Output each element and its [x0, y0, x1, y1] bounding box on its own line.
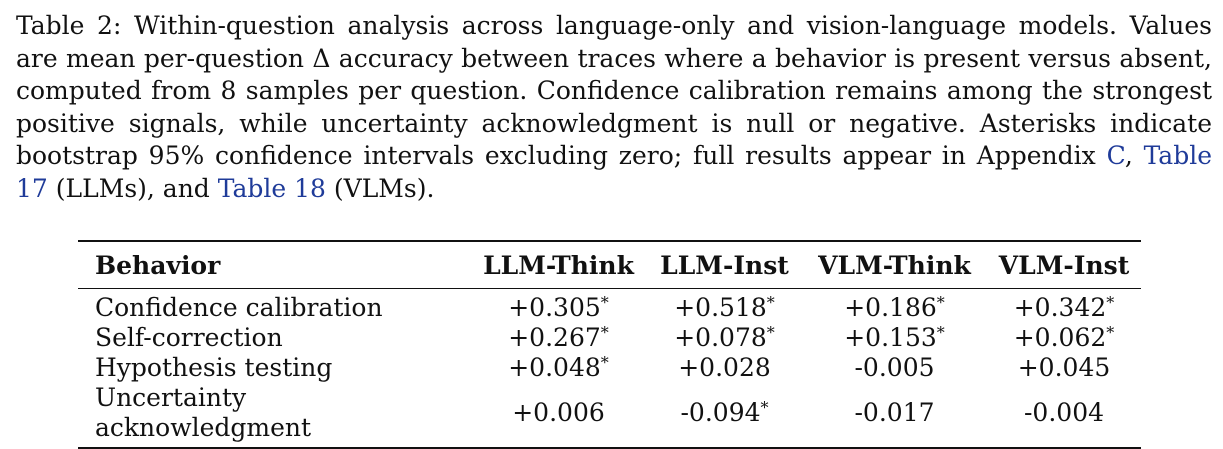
value: +0.267 [508, 323, 601, 352]
significance-star: * [1106, 323, 1115, 342]
significance-star: * [936, 323, 945, 342]
value: -0.004 [1023, 398, 1105, 427]
significance-star: * [1106, 293, 1115, 312]
caption-text: (LLMs), and [47, 173, 218, 203]
value-cell: -0.017 [802, 383, 987, 448]
value-cell: +0.048* [470, 353, 647, 383]
value-cell: -0.094* [647, 383, 802, 448]
table-header-row: Behavior LLM-Think LLM-Inst VLM-Think VL… [78, 241, 1141, 289]
value-cell: +0.342* [987, 289, 1141, 324]
appendix-c-link[interactable]: C [1106, 141, 1125, 170]
header-llm-inst: LLM-Inst [660, 250, 789, 280]
significance-star: * [936, 293, 945, 312]
value: +0.153 [844, 323, 937, 352]
header-behavior: Behavior [95, 250, 221, 280]
value-cell: -0.004 [987, 383, 1141, 448]
value: +0.305 [508, 293, 601, 322]
value-cell: +0.078* [647, 323, 802, 353]
table-caption: Table 2: Within-question analysis across… [16, 10, 1212, 205]
value: +0.342 [1013, 293, 1107, 322]
value: +0.518 [674, 293, 767, 322]
table-row: Confidence calibration +0.305* +0.518* +… [78, 289, 1141, 324]
behavior-cell: Hypothesis testing [95, 353, 333, 382]
value: -0.005 [854, 353, 935, 382]
header-llm-think: LLM-Think [483, 250, 634, 280]
caption-text: Table 2: Within-question analysis across… [16, 11, 1212, 170]
caption-text: , [1124, 141, 1144, 170]
value-cell: +0.518* [647, 289, 802, 324]
value-cell: +0.186* [802, 289, 987, 324]
header-vlm-think: VLM-Think [818, 250, 971, 280]
value-cell: +0.267* [470, 323, 647, 353]
significance-star: * [766, 323, 775, 342]
significance-star: * [760, 398, 769, 417]
value: -0.017 [854, 398, 935, 427]
value-cell: +0.153* [802, 323, 987, 353]
value: +0.028 [678, 353, 771, 382]
value: +0.006 [512, 398, 605, 427]
table-row: Hypothesis testing +0.048* +0.028 -0.005… [78, 353, 1141, 383]
value: -0.094 [680, 398, 761, 427]
value-cell: +0.028 [647, 353, 802, 383]
value-cell: +0.305* [470, 289, 647, 324]
value: +0.048 [508, 353, 601, 382]
results-table: Behavior LLM-Think LLM-Inst VLM-Think VL… [78, 240, 1141, 449]
caption-text: (VLMs). [325, 173, 435, 203]
behavior-cell: Confidence calibration [95, 293, 383, 322]
value-cell: -0.005 [802, 353, 987, 383]
table-18-link[interactable]: Table 18 [217, 173, 326, 203]
value: +0.078 [674, 323, 767, 352]
significance-star: * [600, 293, 609, 312]
table-17-link[interactable]: Table 17 [16, 141, 1212, 203]
table-row: Self-correction +0.267* +0.078* +0.153* … [78, 323, 1141, 353]
table-row: Uncertainty acknowledgment +0.006 -0.094… [78, 383, 1141, 448]
value-cell: +0.062* [987, 323, 1141, 353]
value-cell: +0.045 [987, 353, 1141, 383]
significance-star: * [600, 323, 609, 342]
header-vlm-inst: VLM-Inst [998, 250, 1130, 280]
results-table-container: Behavior LLM-Think LLM-Inst VLM-Think VL… [78, 240, 1141, 449]
value: +0.062 [1013, 323, 1107, 352]
value: +0.045 [1017, 353, 1111, 382]
behavior-cell: Self-correction [95, 323, 283, 352]
value: +0.186 [844, 293, 937, 322]
significance-star: * [600, 353, 609, 372]
value-cell: +0.006 [470, 383, 647, 448]
behavior-cell: Uncertainty acknowledgment [95, 383, 312, 442]
significance-star: * [766, 293, 775, 312]
